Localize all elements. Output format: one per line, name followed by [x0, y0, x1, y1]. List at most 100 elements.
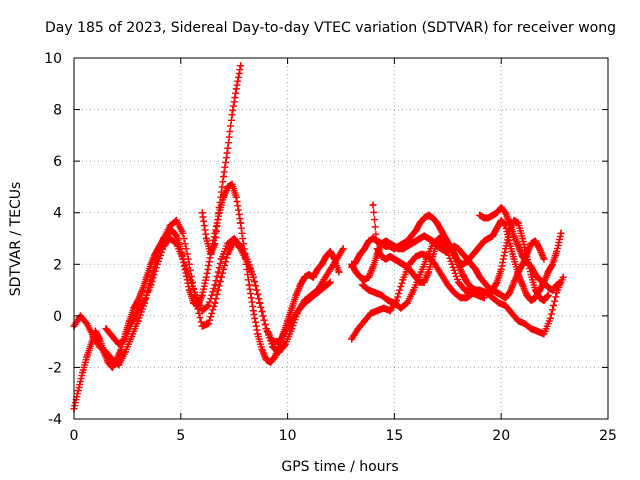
data-point	[493, 224, 501, 232]
data-point	[412, 253, 420, 260]
data-point	[467, 289, 475, 297]
data-point	[497, 204, 505, 212]
data-point	[205, 302, 213, 309]
data-point	[502, 209, 509, 217]
data-point	[482, 289, 490, 297]
data-point	[296, 281, 304, 289]
data-series	[70, 62, 567, 413]
grid-lines	[74, 58, 608, 419]
data-point	[173, 240, 180, 248]
data-point	[553, 281, 561, 289]
data-point	[138, 286, 146, 294]
data-point	[408, 232, 415, 240]
series-track-3	[102, 235, 334, 348]
data-point	[489, 294, 497, 302]
data-point	[549, 286, 556, 294]
data-point	[202, 273, 210, 281]
data-point	[433, 219, 441, 227]
data-point	[352, 258, 360, 266]
data-point	[326, 265, 334, 273]
data-point	[553, 289, 561, 297]
data-point	[527, 263, 535, 271]
data-point	[356, 273, 364, 281]
data-point	[527, 296, 535, 304]
data-point	[115, 361, 123, 369]
series-track-10	[348, 232, 548, 302]
data-point	[442, 247, 450, 255]
data-point	[309, 273, 317, 281]
data-point	[262, 325, 270, 333]
data-point	[514, 219, 522, 227]
data-point	[489, 211, 497, 219]
data-point	[459, 271, 467, 279]
data-point	[540, 278, 548, 286]
data-point	[429, 214, 437, 222]
data-point	[527, 325, 535, 333]
data-point	[493, 278, 501, 286]
y-tick-label: 2	[53, 257, 62, 273]
data-point	[399, 260, 407, 268]
data-point	[437, 271, 445, 279]
data-point	[429, 253, 437, 260]
data-point	[510, 216, 518, 224]
data-point	[179, 229, 187, 237]
data-point	[367, 309, 375, 317]
data-point	[256, 299, 264, 307]
data-point	[497, 216, 505, 224]
data-point	[474, 291, 482, 299]
data-point	[425, 211, 433, 219]
data-point	[480, 294, 488, 302]
y-tick-label: 0	[53, 309, 62, 325]
data-point	[384, 296, 392, 304]
data-point	[373, 307, 381, 315]
data-point	[549, 260, 556, 268]
data-point	[557, 278, 565, 286]
data-point	[352, 268, 360, 276]
data-point	[211, 281, 219, 289]
data-point	[544, 268, 552, 276]
data-point	[365, 286, 373, 294]
data-point	[546, 314, 554, 322]
data-point	[506, 240, 514, 248]
data-point	[382, 255, 390, 263]
data-point	[269, 338, 277, 346]
data-point	[476, 286, 484, 294]
data-point	[373, 250, 381, 258]
data-point	[83, 320, 91, 328]
data-point	[463, 278, 471, 286]
data-point	[83, 353, 91, 361]
data-point	[237, 242, 245, 250]
data-point	[403, 263, 411, 271]
data-point	[442, 235, 450, 242]
data-point	[397, 304, 405, 312]
data-point	[121, 348, 129, 356]
data-point	[493, 209, 501, 217]
data-point	[262, 356, 270, 364]
data-point	[480, 237, 488, 245]
data-point	[166, 235, 174, 242]
data-point	[237, 62, 245, 70]
data-point	[314, 265, 321, 273]
data-point	[249, 307, 257, 315]
data-point	[205, 320, 213, 328]
data-point	[502, 294, 509, 302]
data-point	[108, 363, 116, 371]
data-point	[459, 260, 467, 268]
x-tick-label: 5	[176, 428, 185, 444]
data-point	[371, 289, 379, 297]
data-point	[437, 232, 445, 240]
data-point	[211, 240, 219, 248]
data-point	[489, 232, 497, 240]
data-point	[461, 286, 469, 294]
data-point	[102, 325, 110, 333]
data-point	[527, 240, 535, 248]
data-point	[185, 286, 193, 294]
data-point	[382, 237, 390, 245]
data-point	[74, 387, 82, 395]
data-point	[463, 255, 471, 263]
chart-title: Day 185 of 2023, Sidereal Day-to-day VTE…	[45, 20, 616, 36]
data-point	[198, 209, 206, 217]
data-point	[166, 222, 174, 230]
data-point	[89, 333, 97, 340]
